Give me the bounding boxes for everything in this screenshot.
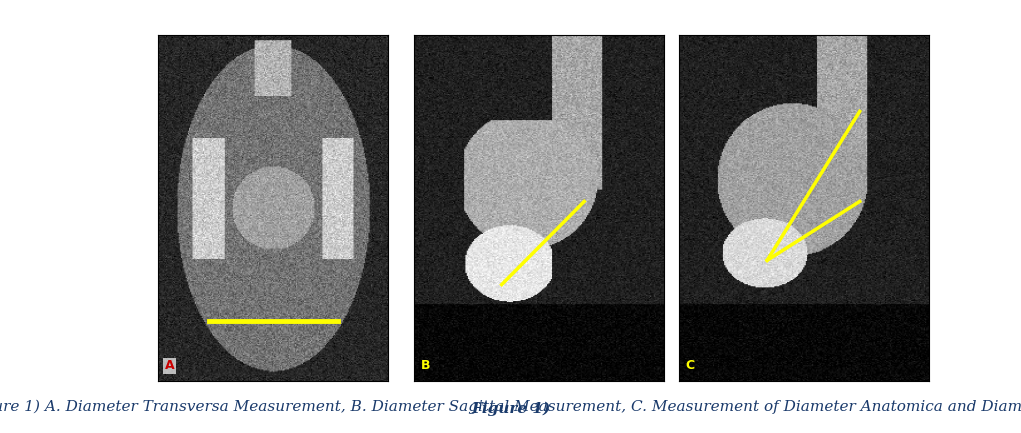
Text: Figure 1): Figure 1) bbox=[471, 401, 550, 416]
Text: B: B bbox=[421, 359, 430, 372]
Text: Figure 1) A. Diameter Transversa Measurement, B. Diameter Sagittal Measurement, : Figure 1) A. Diameter Transversa Measure… bbox=[0, 400, 1021, 414]
Text: C: C bbox=[686, 359, 695, 372]
Text: A: A bbox=[164, 359, 175, 372]
Text: Figure 1) A. Diameter Transversa Measurement, B. Diameter Sagittal Measurement, : Figure 1) A. Diameter Transversa Measure… bbox=[0, 401, 1021, 416]
